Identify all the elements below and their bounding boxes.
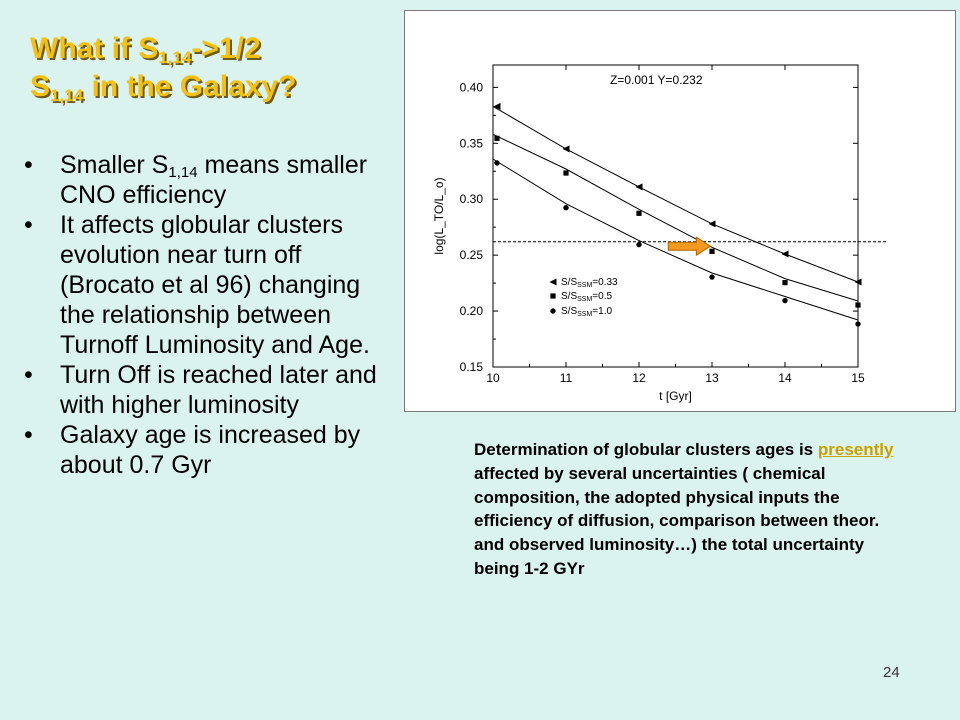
data-point	[782, 297, 788, 304]
chart-figure: 10 11 12 13 14 15 0.15 0.20 0.25 0.30 0.35 0.40 t [G…	[404, 10, 956, 412]
data-point	[854, 278, 862, 286]
data-point	[709, 248, 715, 254]
bullet-item-3: Turn Off is reached later and with highe…	[18, 360, 388, 420]
y-tick-label: 0.40	[460, 80, 484, 94]
data-point	[782, 280, 788, 286]
x-tick-label: 11	[560, 371, 573, 385]
series-curve-2	[492, 133, 859, 302]
title-line1-post: ->1/2	[191, 32, 261, 65]
title-line2-sub: 1,14	[50, 86, 84, 105]
bullet-1-pre: Smaller S	[60, 151, 169, 179]
data-point	[494, 160, 500, 166]
data-point	[562, 145, 570, 153]
data-point	[494, 135, 500, 141]
x-tick-label: 14	[778, 371, 792, 385]
y-tick-label: 0.35	[460, 136, 484, 150]
title-line2-post: in the Galaxy?	[83, 70, 297, 103]
legend-label-2: S/SSSM=0.5	[561, 291, 612, 303]
series-curve-1	[492, 105, 859, 283]
legend-marker-2	[550, 293, 556, 299]
data-point	[493, 102, 501, 110]
y-axis-label: log(L_TO/L_o)	[432, 177, 446, 254]
title-line-1: What if S1,14->1/2	[30, 30, 390, 68]
legend-label-1: S/SSSM=0.33	[561, 277, 618, 289]
bullet-item-2: It affects globular clusters evolution n…	[18, 210, 388, 360]
caption-pre: Determination of globular clusters ages …	[474, 440, 818, 459]
x-tick-label: 13	[705, 371, 719, 385]
bullet-1-post: means smaller CNO efficiency	[60, 151, 368, 209]
data-point	[855, 302, 861, 308]
title-line-2: S1,14 in the Galaxy?	[30, 68, 390, 106]
x-tick-label: 15	[851, 371, 865, 385]
bullet-item-4: Galaxy age is increased by about 0.7 Gyr	[18, 420, 388, 480]
y-tick-label: 0.25	[460, 248, 484, 262]
bullet-list: Smaller S1,14 means smaller CNO efficien…	[18, 150, 388, 480]
data-point	[563, 204, 569, 211]
data-point	[709, 274, 715, 280]
data-point	[855, 321, 861, 327]
page-number: 24	[883, 664, 900, 681]
chart-annotation: Z=0.001 Y=0.232	[610, 73, 703, 87]
plot-frame	[492, 64, 859, 368]
bullet-1-sub: 1,14	[168, 164, 198, 181]
shift-arrow-icon	[667, 236, 712, 257]
caption-highlight: presently	[817, 440, 894, 459]
caption-post: affected by several uncertainties ( chem…	[474, 463, 880, 578]
y-tick-label: 0.20	[460, 304, 484, 318]
data-point	[636, 241, 642, 248]
slide-title: What if S1,14->1/2 S1,14 in the Galaxy?	[30, 30, 390, 106]
x-tick-label: 10	[486, 371, 500, 385]
title-line2-pre: S	[30, 70, 51, 103]
caption-text: Determination of globular clusters ages …	[474, 438, 914, 581]
y-tick-label: 0.30	[460, 192, 484, 206]
series-curve-3	[492, 158, 859, 321]
data-point	[635, 183, 643, 191]
x-axis-label: t [Gyr]	[659, 389, 692, 403]
y-tick-label: 0.15	[460, 360, 484, 374]
data-point	[708, 220, 716, 228]
data-point	[636, 210, 642, 216]
bullet-item-1: Smaller S1,14 means smaller CNO efficien…	[18, 150, 388, 210]
data-point	[563, 170, 569, 176]
legend-label-3: S/SSSM=1.0	[561, 306, 612, 318]
chart-svg: 10 11 12 13 14 15 0.15 0.20 0.25 0.30 0.35 0.40 t [G…	[432, 64, 887, 403]
title-line1-pre: What if S	[30, 32, 159, 65]
legend-marker-3	[550, 308, 556, 314]
data-point	[781, 250, 789, 258]
title-line1-sub: 1,14	[158, 48, 192, 67]
x-tick-label: 12	[632, 371, 646, 385]
legend-marker-1	[549, 278, 557, 286]
